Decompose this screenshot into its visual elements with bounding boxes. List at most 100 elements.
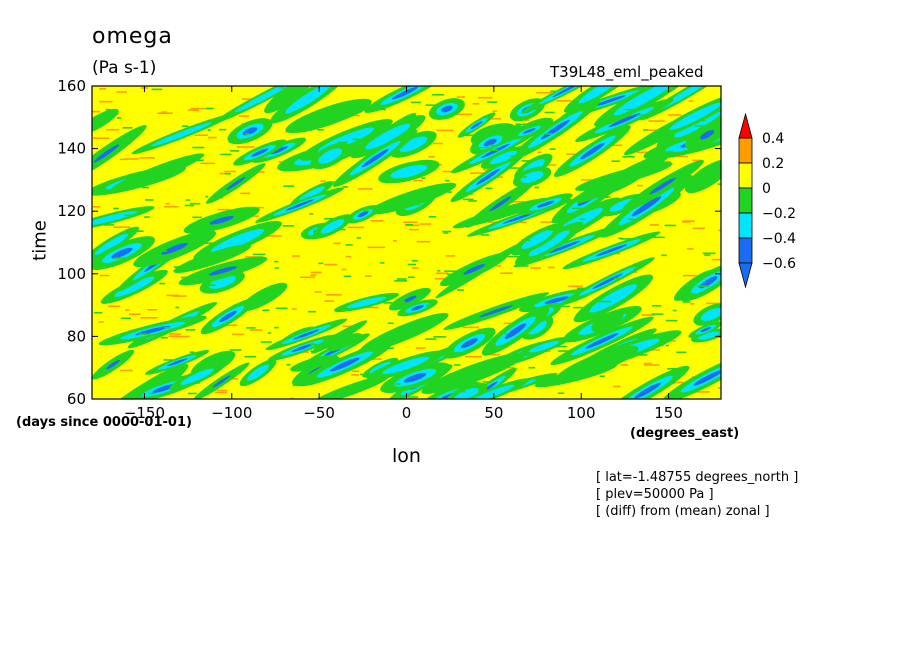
negative-dash: [229, 150, 240, 152]
streak-cyan: [382, 356, 430, 375]
streak-green: [591, 310, 624, 333]
negative-dash: [421, 177, 426, 179]
negative-dash: [453, 390, 466, 393]
streak-blue: [209, 215, 234, 225]
positive-dash: [688, 100, 694, 102]
positive-dash: [470, 172, 487, 174]
positive-dash: [706, 302, 721, 305]
y-axis-units: (days since 0000-01-01): [16, 415, 192, 430]
negative-dash: [189, 202, 201, 205]
negative-dash: [558, 350, 570, 352]
positive-dash: [240, 192, 251, 195]
positive-dash: [333, 242, 341, 245]
negative-dash: [352, 138, 360, 141]
streak-blue: [548, 240, 581, 254]
negative-dash: [124, 214, 135, 217]
streak-blue: [219, 310, 237, 323]
negative-dash: [401, 372, 409, 374]
y-tick-label: 60: [67, 390, 86, 408]
negative-dash: [205, 195, 209, 198]
negative-dash: [410, 101, 421, 104]
x-axis-label: lon: [392, 445, 421, 467]
negative-dash: [189, 351, 195, 353]
positive-dash: [662, 160, 671, 163]
colorbar-label: −0.4: [762, 231, 796, 247]
streak-cyan: [613, 86, 674, 116]
streak-blue: [631, 196, 662, 217]
negative-dash: [260, 341, 272, 343]
negative-dash: [428, 215, 436, 218]
negative-dash: [485, 187, 493, 190]
negative-dash: [411, 203, 421, 206]
positive-dash: [352, 370, 360, 373]
negative-dash: [382, 347, 394, 350]
streak-cyan: [180, 368, 214, 385]
negative-dash: [462, 198, 474, 201]
negative-dash: [611, 160, 620, 162]
streak-green: [684, 159, 721, 194]
negative-dash: [667, 367, 679, 370]
positive-dash: [124, 158, 139, 160]
negative-dash: [274, 267, 280, 269]
negative-dash: [145, 384, 152, 387]
negative-dash: [567, 290, 580, 293]
positive-dash: [442, 170, 459, 173]
colorbar-label: −0.6: [762, 256, 796, 272]
streak-blue: [291, 343, 314, 352]
positive-dash: [147, 309, 157, 311]
negative-dash: [229, 349, 242, 351]
positive-dash: [249, 215, 259, 217]
negative-dash: [518, 265, 529, 267]
negative-dash: [324, 217, 337, 220]
positive-dash: [637, 184, 643, 187]
colorbar-box: [738, 137, 753, 164]
positive-dash: [462, 326, 480, 329]
negative-dash: [643, 129, 648, 131]
positive-dash: [108, 305, 120, 308]
negative-dash: [671, 333, 677, 336]
colorbar-label: −0.2: [762, 206, 796, 222]
positive-dash: [695, 391, 710, 393]
negative-dash: [653, 236, 665, 239]
positive-dash: [428, 155, 435, 158]
positive-dash: [164, 205, 179, 208]
negative-dash: [383, 302, 393, 304]
streak-blue: [285, 199, 314, 211]
negative-dash: [574, 375, 579, 377]
negative-dash: [702, 252, 716, 255]
negative-dash: [141, 186, 150, 189]
negative-dash: [219, 128, 227, 131]
positive-dash: [99, 100, 113, 103]
positive-dash: [641, 314, 656, 316]
streak-cyan: [92, 211, 138, 226]
negative-dash: [544, 111, 555, 114]
streak-green: [285, 98, 372, 134]
streak-blue: [502, 211, 537, 224]
positive-dash: [324, 300, 334, 302]
positive-dash: [403, 221, 418, 223]
negative-dash: [116, 117, 122, 119]
negative-dash: [282, 225, 295, 227]
negative-dash: [309, 213, 314, 215]
streak-cyan: [609, 198, 635, 212]
negative-dash: [530, 302, 538, 304]
negative-dash: [469, 193, 473, 195]
y-tick-label: 160: [57, 77, 86, 95]
streak-blue: [479, 305, 514, 318]
streak-green: [368, 182, 457, 215]
positive-dash: [252, 206, 264, 209]
streak-blue: [463, 263, 486, 275]
negative-dash: [395, 383, 401, 385]
streak-blue: [441, 105, 453, 113]
positive-dash: [265, 235, 282, 237]
x-tick-label: −50: [303, 404, 335, 422]
positive-dash: [542, 164, 556, 166]
positive-dash: [692, 159, 703, 162]
positive-dash: [324, 263, 338, 266]
negative-dash: [626, 246, 631, 249]
streak-green: [109, 153, 205, 193]
positive-dash: [489, 353, 501, 356]
negative-dash: [579, 218, 586, 221]
negative-dash: [444, 270, 457, 273]
negative-dash: [571, 207, 584, 210]
